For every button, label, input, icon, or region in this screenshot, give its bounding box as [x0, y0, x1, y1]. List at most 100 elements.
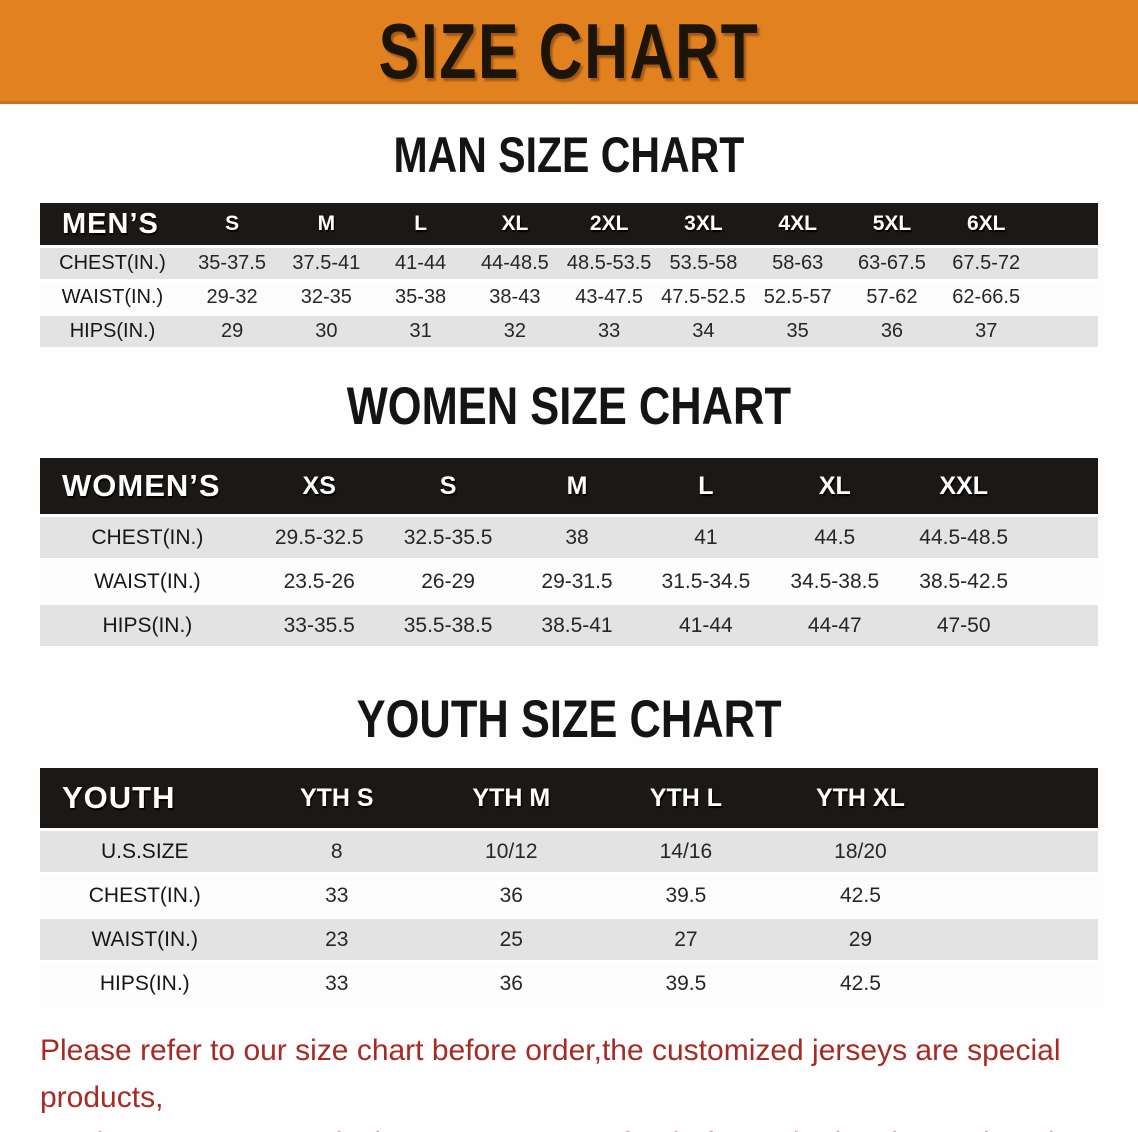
size-value-cell: 39.5 — [598, 960, 774, 1004]
measure-row-label: WAIST(IN.) — [40, 558, 255, 604]
row-spacer-cell — [1028, 602, 1098, 646]
size-value-cell: 44.5-48.5 — [899, 514, 1029, 560]
size-value-cell: 33 — [562, 313, 657, 347]
size-column-header: 6XL — [939, 199, 1034, 247]
size-column-header: S — [184, 199, 280, 247]
measure-row-label: WAIST(IN.) — [40, 279, 185, 315]
row-spacer-cell — [947, 828, 1098, 874]
size-value-cell: 32 — [467, 313, 563, 347]
women-size-table: WOMEN’S XS S M L XL XXL CHEST(IN.) 29.5-32.5 32.5… — [40, 454, 1098, 646]
table-row: WAIST(IN.) 23.5-26 26-29 29-31.5 31.5-34.5 34… — [40, 558, 1098, 604]
header-spacer-cell — [1028, 454, 1098, 516]
size-value-cell: 57-62 — [844, 279, 940, 315]
table-row: CHEST(IN.) 35-37.5 37.5-41 41-44 44-48.5 48.5… — [40, 245, 1098, 281]
table-row: WAIST(IN.) 23 25 27 29 — [40, 916, 1098, 962]
measure-row-label: HIPS(IN.) — [40, 960, 250, 1004]
size-value-cell: 25 — [424, 916, 599, 962]
row-spacer-cell — [1028, 558, 1098, 604]
size-value-cell: 35-37.5 — [184, 245, 280, 281]
size-column-header: L — [373, 199, 468, 247]
size-column-header: YTH L — [598, 764, 774, 830]
size-value-cell: 29.5-32.5 — [254, 514, 384, 560]
size-column-header: S — [383, 454, 513, 516]
table-row: U.S.SIZE 8 10/12 14/16 18/20 — [40, 828, 1098, 874]
table-title-cell: MEN’S — [40, 199, 185, 247]
header-spacer-cell — [1033, 199, 1098, 247]
measure-row-label: HIPS(IN.) — [40, 313, 185, 347]
size-column-header: YTH XL — [773, 764, 948, 830]
size-value-cell: 67.5-72 — [939, 245, 1034, 281]
size-value-cell: 47.5-52.5 — [656, 279, 751, 315]
size-value-cell: 29-32 — [184, 279, 280, 315]
measure-row-label: HIPS(IN.) — [40, 602, 255, 646]
size-value-cell: 41-44 — [373, 245, 468, 281]
youth-section-heading: YOUTH SIZE CHART — [356, 690, 782, 749]
table-row: HIPS(IN.) 33 36 39.5 42.5 — [40, 960, 1098, 1004]
size-column-header: XL — [770, 454, 900, 516]
size-value-cell: 44-47 — [770, 602, 900, 646]
size-value-cell: 29-31.5 — [512, 558, 642, 604]
header-row: YOUTH YTH S YTH M YTH L YTH XL — [40, 764, 1098, 830]
header-row: WOMEN’S XS S M L XL XXL — [40, 454, 1098, 516]
size-value-cell: 29 — [184, 313, 280, 347]
men-section-heading: MAN SIZE CHART — [393, 127, 745, 183]
size-column-header: 3XL — [656, 199, 751, 247]
size-value-cell: 38 — [512, 514, 642, 560]
size-column-header: M — [279, 199, 374, 247]
size-value-cell: 52.5-57 — [750, 279, 845, 315]
size-value-cell: 34.5-38.5 — [770, 558, 900, 604]
size-value-cell: 34 — [656, 313, 751, 347]
size-value-cell: 44-48.5 — [467, 245, 563, 281]
size-value-cell: 8 — [249, 828, 425, 874]
size-value-cell: 14/16 — [598, 828, 774, 874]
table-row: CHEST(IN.) 29.5-32.5 32.5-35.5 38 41 44.5 44.5… — [40, 514, 1098, 560]
size-value-cell: 33 — [249, 960, 425, 1004]
size-value-cell: 33 — [249, 872, 425, 918]
size-value-cell: 47-50 — [899, 602, 1029, 646]
disclaimer-line-1: Please refer to our size chart before or… — [40, 1034, 1061, 1114]
header-spacer-cell — [947, 764, 1098, 830]
size-column-header: M — [512, 454, 642, 516]
size-column-header: XS — [254, 454, 384, 516]
size-column-header: XL — [467, 199, 563, 247]
row-spacer-cell — [1033, 245, 1098, 281]
size-value-cell: 36 — [424, 872, 599, 918]
row-spacer-cell — [947, 872, 1098, 918]
size-value-cell: 35.5-38.5 — [383, 602, 513, 646]
size-value-cell: 44.5 — [770, 514, 900, 560]
size-value-cell: 38.5-42.5 — [899, 558, 1029, 604]
size-value-cell: 35-38 — [373, 279, 468, 315]
size-value-cell: 33-35.5 — [254, 602, 384, 646]
size-value-cell: 38.5-41 — [512, 602, 642, 646]
size-value-cell: 32.5-35.5 — [383, 514, 513, 560]
measure-row-label: CHEST(IN.) — [40, 872, 250, 918]
measure-row-label: WAIST(IN.) — [40, 916, 250, 962]
table-row: HIPS(IN.) 33-35.5 35.5-38.5 38.5-41 41-44 44-… — [40, 602, 1098, 646]
table-row: CHEST(IN.) 33 36 39.5 42.5 — [40, 872, 1098, 918]
table-row: HIPS(IN.) 29 30 31 32 33 34 35 36 37 — [40, 313, 1098, 347]
size-value-cell: 23.5-26 — [254, 558, 384, 604]
size-value-cell: 39.5 — [598, 872, 774, 918]
size-column-header: 4XL — [750, 199, 845, 247]
size-value-cell: 36 — [424, 960, 599, 1004]
measure-row-label: U.S.SIZE — [40, 828, 250, 874]
table-title-cell: WOMEN’S — [40, 454, 255, 516]
size-value-cell: 36 — [844, 313, 940, 347]
table-title-cell: YOUTH — [40, 764, 250, 830]
banner-title: SIZE CHART — [378, 6, 760, 95]
men-section: MAN SIZE CHART MEN’S S M L XL 2XL 3XL 4XL 5XL 6XL… — [0, 104, 1138, 347]
size-column-header: 5XL — [844, 199, 940, 247]
size-value-cell: 27 — [598, 916, 774, 962]
size-value-cell: 42.5 — [773, 960, 948, 1004]
size-value-cell: 43-47.5 — [562, 279, 657, 315]
size-value-cell: 26-29 — [383, 558, 513, 604]
women-section-heading: WOMEN SIZE CHART — [346, 377, 792, 436]
size-value-cell: 41 — [641, 514, 771, 560]
size-column-header: YTH M — [424, 764, 599, 830]
size-value-cell: 37 — [939, 313, 1034, 347]
size-value-cell: 30 — [279, 313, 374, 347]
size-value-cell: 58-63 — [750, 245, 845, 281]
size-value-cell: 37.5-41 — [279, 245, 374, 281]
size-column-header: YTH S — [249, 764, 425, 830]
